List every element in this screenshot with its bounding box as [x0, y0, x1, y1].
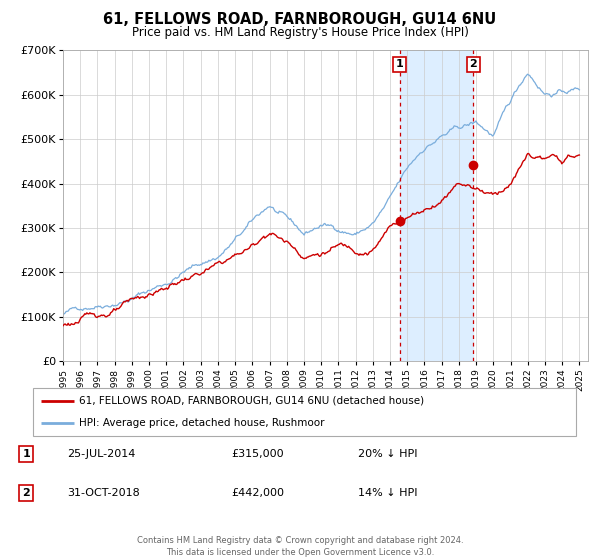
Text: Price paid vs. HM Land Registry's House Price Index (HPI): Price paid vs. HM Land Registry's House …: [131, 26, 469, 39]
Text: 2: 2: [23, 488, 30, 498]
Text: 2: 2: [469, 59, 477, 69]
Text: HPI: Average price, detached house, Rushmoor: HPI: Average price, detached house, Rush…: [79, 418, 325, 428]
Text: 20% ↓ HPI: 20% ↓ HPI: [358, 449, 417, 459]
Text: £315,000: £315,000: [231, 449, 284, 459]
Text: 1: 1: [396, 59, 404, 69]
Text: Contains HM Land Registry data © Crown copyright and database right 2024.
This d: Contains HM Land Registry data © Crown c…: [137, 536, 463, 557]
Text: £442,000: £442,000: [231, 488, 284, 498]
Text: 14% ↓ HPI: 14% ↓ HPI: [358, 488, 417, 498]
Text: 31-OCT-2018: 31-OCT-2018: [67, 488, 139, 498]
Text: 25-JUL-2014: 25-JUL-2014: [67, 449, 135, 459]
Bar: [400, 50, 473, 361]
Text: 1: 1: [23, 449, 30, 459]
Text: 61, FELLOWS ROAD, FARNBOROUGH, GU14 6NU: 61, FELLOWS ROAD, FARNBOROUGH, GU14 6NU: [103, 12, 497, 27]
Text: 61, FELLOWS ROAD, FARNBOROUGH, GU14 6NU (detached house): 61, FELLOWS ROAD, FARNBOROUGH, GU14 6NU …: [79, 396, 424, 406]
